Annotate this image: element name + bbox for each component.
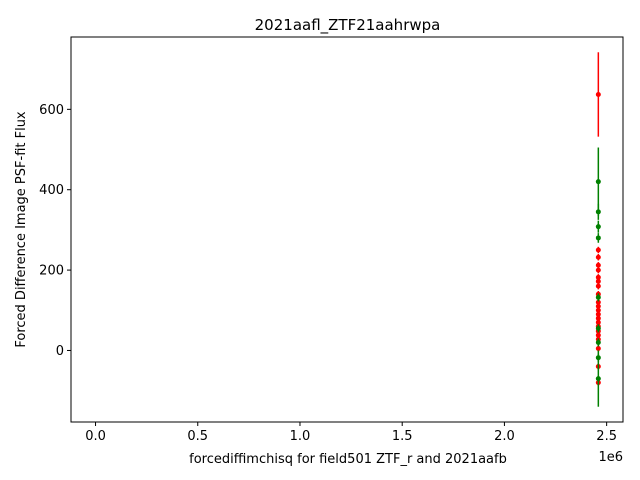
x-tick-label: 2.0	[494, 429, 515, 444]
x-tick-label: 0.5	[187, 429, 208, 444]
x-tick-label: 1.5	[392, 429, 413, 444]
data-point	[595, 345, 601, 351]
series-0	[595, 52, 601, 386]
data-point	[595, 332, 601, 338]
y-axis: 0 200 400 600	[39, 103, 71, 359]
data-point	[595, 325, 601, 331]
data-point	[595, 376, 601, 382]
data-point	[595, 278, 601, 284]
x-axis-label: forcediffimchisq for field501 ZTF_r and …	[189, 452, 507, 467]
y-axis-label: Forced Difference Image PSF-fit Flux	[14, 111, 29, 348]
data-point	[595, 319, 601, 325]
data-point	[595, 262, 601, 268]
data-point	[595, 267, 601, 273]
data-point	[595, 224, 601, 230]
series-1	[595, 147, 601, 407]
x-tick-label: 0.0	[85, 429, 106, 444]
plot-frame	[70, 36, 624, 423]
data-point	[595, 339, 601, 345]
data-point	[595, 254, 601, 260]
data-point	[595, 307, 601, 313]
y-tick-label: 0	[56, 344, 64, 359]
data-point	[595, 274, 601, 280]
chart-title: 2021aafl_ZTF21aahrwpa	[255, 16, 441, 35]
data-point	[595, 247, 601, 253]
x-axis: 0.0 0.5 1.0 1.5 2.0 2.5	[85, 422, 617, 444]
data-point	[595, 315, 601, 321]
data-point	[595, 91, 601, 97]
y-tick-label: 200	[39, 264, 64, 279]
data-point	[595, 209, 601, 215]
x-axis-offset-label: 1e6	[598, 450, 623, 465]
data-point	[595, 235, 601, 241]
x-tick-label: 2.5	[596, 429, 617, 444]
data-point	[595, 179, 601, 185]
data-point	[595, 283, 601, 289]
data-point	[595, 303, 601, 309]
x-tick-label: 1.0	[290, 429, 311, 444]
y-tick-label: 600	[39, 103, 64, 118]
y-tick-label: 400	[39, 183, 64, 198]
data-point	[595, 299, 601, 305]
data-point	[595, 355, 601, 361]
data-point	[595, 311, 601, 317]
data-point	[595, 294, 601, 300]
plot-area	[595, 52, 601, 407]
